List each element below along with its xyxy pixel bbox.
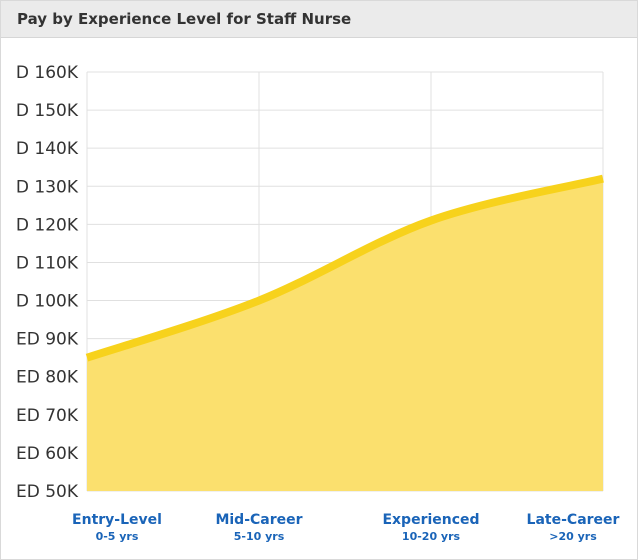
y-tick-label: D 130K (16, 177, 79, 197)
x-category-label: Experienced (382, 512, 479, 528)
x-category-label: Entry-Level (72, 512, 162, 528)
x-category-label: Late-Career (527, 512, 620, 528)
x-category-sublabel: >20 yrs (549, 530, 597, 543)
pay-line (85, 174, 604, 362)
y-tick-label: D 160K (16, 63, 79, 83)
y-tick-label: ED 50K (16, 482, 79, 502)
x-category-sublabel: 5-10 yrs (234, 530, 285, 543)
y-tick-label: ED 60K (16, 444, 79, 464)
y-tick-label: ED 80K (16, 368, 79, 388)
x-category-sublabel: 10-20 yrs (402, 530, 461, 543)
y-tick-label: D 150K (16, 101, 79, 121)
y-tick-label: ED 70K (16, 406, 79, 426)
y-tick-label: ED 90K (16, 330, 79, 350)
pay-area (87, 178, 603, 491)
x-category-sublabel: 0-5 yrs (96, 530, 139, 543)
y-tick-label: D 110K (16, 253, 79, 273)
y-tick-label: D 100K (16, 292, 79, 312)
y-tick-label: D 120K (16, 215, 79, 235)
y-tick-label: D 140K (16, 139, 79, 159)
x-category-label: Mid-Career (215, 512, 302, 528)
chart-title: Pay by Experience Level for Staff Nurse (17, 10, 352, 28)
card-header: Pay by Experience Level for Staff Nurse (1, 1, 637, 38)
